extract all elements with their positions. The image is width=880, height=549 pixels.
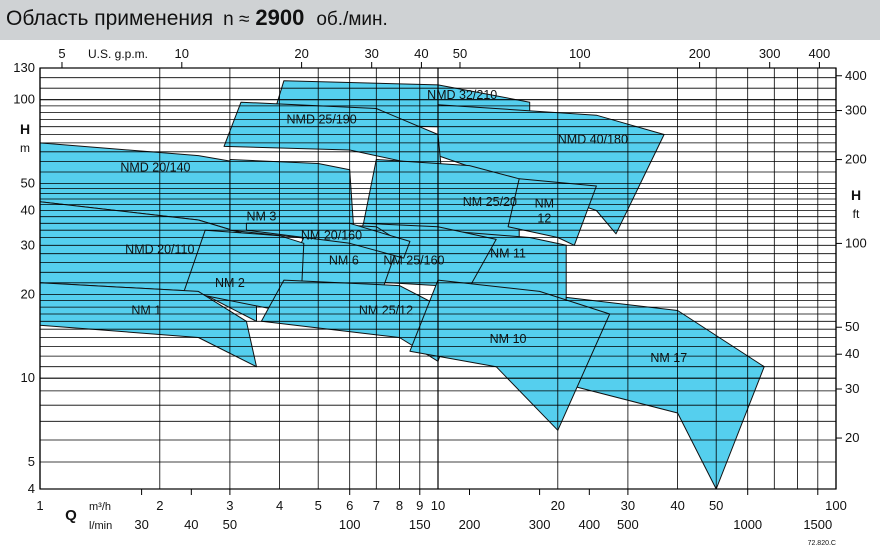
tick-bottom-m3h: 8 — [396, 498, 403, 513]
speed-value: 2900 — [255, 5, 305, 30]
label-right-unit: ft — [853, 207, 860, 221]
tick-bottom-m3h: 1 — [36, 498, 43, 513]
tick-bottom-m3h: 6 — [346, 498, 353, 513]
field-nm-12 — [507, 178, 597, 246]
tick-bottom-m3h: 7 — [373, 498, 380, 513]
tick-right-ft: 20 — [845, 430, 859, 445]
tick-right-ft: 40 — [845, 346, 859, 361]
speed-prefix: n ≈ — [223, 9, 250, 30]
tick-right-ft: 400 — [845, 68, 867, 83]
label-bottom-lmin-unit: l/min — [89, 520, 112, 532]
tick-bottom-lmin: 50 — [223, 517, 237, 532]
tick-top-gpm: 10 — [175, 46, 189, 61]
tick-left-m: 130 — [13, 60, 35, 75]
tick-left-m: 100 — [13, 92, 35, 107]
grid — [39, 67, 837, 490]
tick-right-ft: 50 — [845, 319, 859, 334]
tick-right-ft: 30 — [845, 381, 859, 396]
tick-bottom-m3h: 20 — [551, 498, 565, 513]
tick-left-m: 50 — [21, 176, 35, 191]
tick-right-ft: 300 — [845, 103, 867, 118]
label-nm-1: NM 1 — [131, 304, 161, 318]
label-nm-11: NM 11 — [490, 247, 526, 261]
label-nmd-20-110: NMD 20/110 — [125, 242, 194, 256]
label-left-h: H — [20, 121, 30, 137]
label-bottom-q: Q — [65, 507, 77, 524]
tick-bottom-lmin: 40 — [184, 517, 198, 532]
plot-frame — [39, 67, 837, 490]
tick-bottom-m3h: 30 — [621, 498, 635, 513]
tick-bottom-lmin: 30 — [134, 517, 148, 532]
tick-bottom-lmin: 1500 — [803, 517, 832, 532]
tick-left-m: 20 — [21, 286, 35, 301]
footnote: 72.820.C — [808, 540, 836, 547]
chart-title: Область применения n ≈2900 об./мин. — [6, 5, 388, 31]
label-nm-2: NM 2 — [215, 276, 245, 290]
tick-bottom-m3h: 100 — [825, 498, 847, 513]
label-nm-10: NM 10 — [490, 332, 527, 346]
tick-top-gpm: 30 — [364, 46, 378, 61]
tick-left-m: 10 — [21, 370, 35, 385]
chart-header: Область применения n ≈2900 об./мин. — [0, 0, 880, 40]
label-nm-6: NM 6 — [329, 253, 359, 267]
label-nmd-25-190: NMD 25/190 — [287, 112, 357, 126]
tick-top-gpm: 300 — [759, 46, 781, 61]
tick-right-ft: 200 — [845, 152, 867, 167]
tick-top-gpm: 20 — [294, 46, 308, 61]
tick-bottom-m3h: 50 — [709, 498, 723, 513]
tick-top-gpm: 40 — [414, 46, 428, 61]
tick-top-gpm: 5 — [58, 46, 65, 61]
tick-right-ft: 100 — [845, 235, 867, 250]
tick-bottom-lmin: 200 — [459, 517, 481, 532]
pump-fields — [39, 80, 765, 490]
label-nmd-20-140: NMD 20/140 — [120, 161, 190, 175]
tick-left-m: 5 — [28, 454, 35, 469]
label-nm-17: NM 17 — [650, 351, 687, 365]
tick-bottom-lmin: 400 — [578, 517, 600, 532]
pump-labels: NM 1 NM 2 NM 3 NMD 20/110 NMD 20/140 NMD 25/1… — [120, 88, 687, 365]
tick-bottom-m3h: 5 — [315, 498, 322, 513]
axes: 451020304050100130Hm20304050100200300400… — [13, 46, 866, 547]
tick-top-gpm: 400 — [809, 46, 831, 61]
tick-bottom-m3h: 10 — [431, 498, 445, 513]
tick-bottom-m3h: 4 — [276, 498, 283, 513]
tick-bottom-lmin: 500 — [617, 517, 639, 532]
tick-top-gpm: 200 — [689, 46, 711, 61]
tick-top-gpm: 50 — [453, 46, 467, 61]
tick-left-m: 30 — [21, 237, 35, 252]
tick-bottom-m3h: 40 — [670, 498, 684, 513]
tick-top-gpm: 100 — [569, 46, 591, 61]
label-nm-25-20: NM 25/20 — [463, 195, 517, 209]
label-nm-25-12: NM 25/12 — [359, 304, 413, 318]
label-nmd-40-180: NMD 40/180 — [558, 132, 628, 146]
tick-bottom-lmin: 1000 — [733, 517, 762, 532]
label-left-unit: m — [20, 141, 30, 155]
tick-bottom-lmin: 300 — [529, 517, 551, 532]
tick-bottom-m3h: 2 — [156, 498, 163, 513]
label-nm-25-160: NM 25/160 — [383, 253, 444, 267]
label-top-gpm: U.S. g.p.m. — [88, 47, 148, 61]
tick-left-m: 4 — [28, 481, 35, 496]
tick-bottom-lmin: 100 — [339, 517, 361, 532]
label-nm-20-160: NM 20/160 — [301, 229, 362, 243]
label-nm-3: NM 3 — [246, 210, 276, 224]
label-right-h: H — [851, 187, 861, 203]
label-nmd-32-210: NMD 32/210 — [427, 88, 497, 102]
tick-bottom-lmin: 150 — [409, 517, 431, 532]
label-bottom-m3h-unit: m³/h — [89, 501, 111, 513]
label-nm-12: NM 12 — [535, 197, 554, 226]
title-text: Область применения — [6, 7, 214, 30]
tick-bottom-m3h: 9 — [416, 498, 423, 513]
tick-bottom-m3h: 3 — [226, 498, 233, 513]
tick-left-m: 40 — [21, 203, 35, 218]
speed-unit: об./мин. — [316, 9, 388, 30]
